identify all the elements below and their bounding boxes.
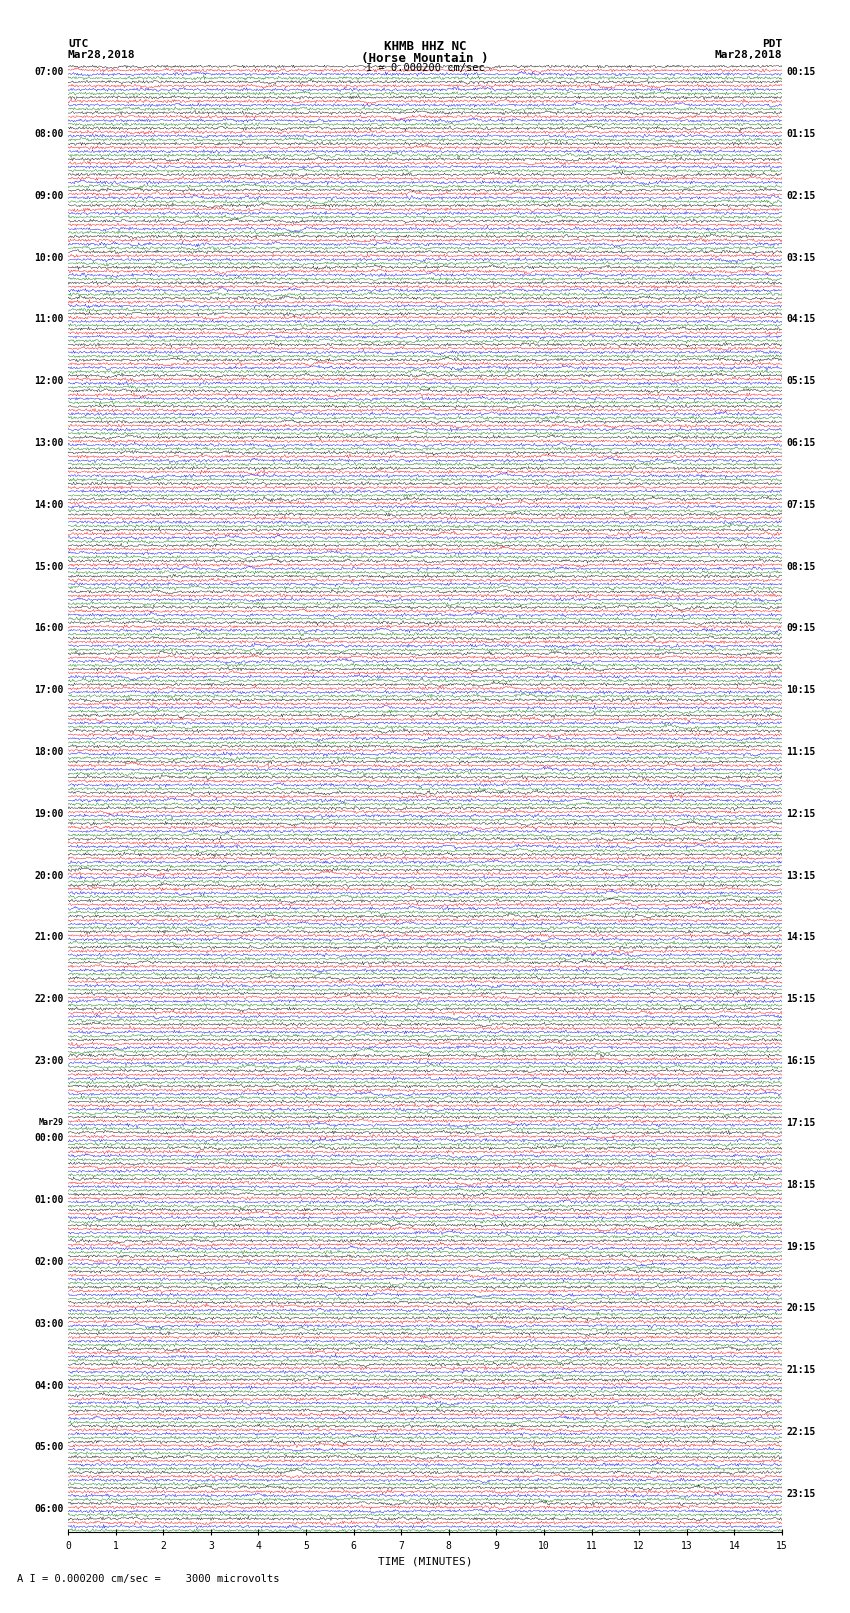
Text: 23:15: 23:15 xyxy=(786,1489,816,1498)
Text: PDT: PDT xyxy=(762,39,782,48)
Text: 01:15: 01:15 xyxy=(786,129,816,139)
Text: 13:00: 13:00 xyxy=(34,439,64,448)
Text: KHMB HHZ NC: KHMB HHZ NC xyxy=(383,40,467,53)
Text: 11:15: 11:15 xyxy=(786,747,816,756)
Text: 12:15: 12:15 xyxy=(786,808,816,819)
Text: 18:15: 18:15 xyxy=(786,1179,816,1190)
Text: 13:15: 13:15 xyxy=(786,871,816,881)
Text: UTC: UTC xyxy=(68,39,88,48)
Text: 19:15: 19:15 xyxy=(786,1242,816,1252)
Text: 03:00: 03:00 xyxy=(34,1319,64,1329)
Text: 10:00: 10:00 xyxy=(34,253,64,263)
X-axis label: TIME (MINUTES): TIME (MINUTES) xyxy=(377,1557,473,1566)
Text: 05:00: 05:00 xyxy=(34,1442,64,1452)
Text: 06:00: 06:00 xyxy=(34,1505,64,1515)
Text: 08:00: 08:00 xyxy=(34,129,64,139)
Text: 14:15: 14:15 xyxy=(786,932,816,942)
Text: 08:15: 08:15 xyxy=(786,561,816,571)
Text: 16:00: 16:00 xyxy=(34,624,64,634)
Text: 02:00: 02:00 xyxy=(34,1257,64,1266)
Text: Mar28,2018: Mar28,2018 xyxy=(715,50,782,60)
Text: A I = 0.000200 cm/sec =    3000 microvolts: A I = 0.000200 cm/sec = 3000 microvolts xyxy=(17,1574,280,1584)
Text: 21:15: 21:15 xyxy=(786,1365,816,1376)
Text: 09:15: 09:15 xyxy=(786,624,816,634)
Text: 10:15: 10:15 xyxy=(786,686,816,695)
Text: 21:00: 21:00 xyxy=(34,932,64,942)
Text: I = 0.000200 cm/sec: I = 0.000200 cm/sec xyxy=(366,63,484,73)
Text: 20:15: 20:15 xyxy=(786,1303,816,1313)
Text: 04:15: 04:15 xyxy=(786,315,816,324)
Text: 07:15: 07:15 xyxy=(786,500,816,510)
Text: 12:00: 12:00 xyxy=(34,376,64,386)
Text: 17:00: 17:00 xyxy=(34,686,64,695)
Text: 03:15: 03:15 xyxy=(786,253,816,263)
Text: 00:15: 00:15 xyxy=(786,68,816,77)
Text: Mar28,2018: Mar28,2018 xyxy=(68,50,135,60)
Text: 02:15: 02:15 xyxy=(786,190,816,202)
Text: 22:15: 22:15 xyxy=(786,1428,816,1437)
Text: 04:00: 04:00 xyxy=(34,1381,64,1390)
Text: 05:15: 05:15 xyxy=(786,376,816,386)
Text: (Horse Mountain ): (Horse Mountain ) xyxy=(361,52,489,65)
Text: 11:00: 11:00 xyxy=(34,315,64,324)
Text: 14:00: 14:00 xyxy=(34,500,64,510)
Text: 23:00: 23:00 xyxy=(34,1057,64,1066)
Text: 17:15: 17:15 xyxy=(786,1118,816,1127)
Text: 19:00: 19:00 xyxy=(34,808,64,819)
Text: 22:00: 22:00 xyxy=(34,994,64,1005)
Text: 09:00: 09:00 xyxy=(34,190,64,202)
Text: Mar29: Mar29 xyxy=(39,1118,64,1127)
Text: 15:15: 15:15 xyxy=(786,994,816,1005)
Text: 20:00: 20:00 xyxy=(34,871,64,881)
Text: 00:00: 00:00 xyxy=(34,1134,64,1144)
Text: 15:00: 15:00 xyxy=(34,561,64,571)
Text: 06:15: 06:15 xyxy=(786,439,816,448)
Text: 18:00: 18:00 xyxy=(34,747,64,756)
Text: 01:00: 01:00 xyxy=(34,1195,64,1205)
Text: 07:00: 07:00 xyxy=(34,68,64,77)
Text: 16:15: 16:15 xyxy=(786,1057,816,1066)
